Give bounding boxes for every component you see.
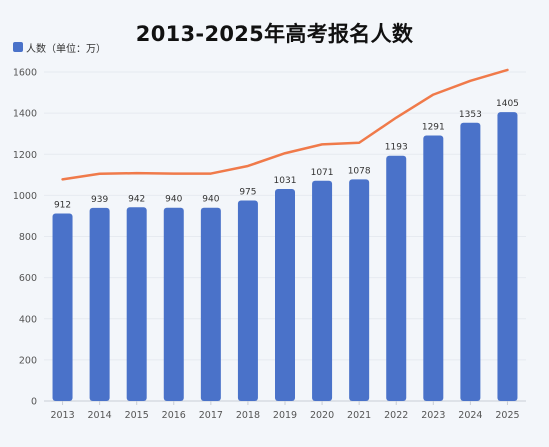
x-tick-label: 2017: [199, 410, 223, 421]
y-tick-label: 1200: [13, 150, 37, 161]
x-tick-label: 2019: [273, 410, 297, 421]
bar: [349, 179, 370, 401]
bar-value-label: 1353: [459, 110, 482, 120]
x-tick-label: 2014: [88, 410, 112, 421]
x-tick-label: 2020: [310, 410, 334, 421]
y-tick-label: 600: [19, 273, 37, 284]
bar: [312, 180, 333, 401]
bar-value-label: 1405: [496, 99, 519, 109]
bar-value-label: 1031: [274, 176, 297, 186]
legend[interactable]: 人数（单位：万）: [13, 40, 106, 55]
bar: [89, 207, 110, 401]
legend-swatch-bar: [13, 42, 23, 52]
bar: [275, 189, 295, 401]
y-tick-label: 200: [19, 355, 37, 366]
bar-value-label: 975: [239, 188, 256, 198]
chart-title: 2013-2025年高考报名人数: [135, 22, 414, 46]
y-tick-label: 800: [19, 232, 37, 243]
y-tick-label: 400: [19, 314, 37, 325]
x-tick-label: 2016: [162, 410, 186, 421]
bar: [460, 122, 481, 402]
x-tick-label: 2024: [458, 410, 482, 421]
bar-value-label: 1291: [422, 123, 445, 133]
x-tick-label: 2015: [125, 410, 149, 421]
bar: [52, 213, 73, 401]
bar-value-label: 912: [54, 200, 71, 210]
bar-value-label: 942: [128, 194, 145, 204]
x-tick-label: 2018: [236, 410, 260, 421]
bar-value-label: 940: [165, 195, 182, 205]
bar: [126, 207, 147, 401]
bar: [423, 135, 444, 401]
y-tick-label: 1000: [13, 191, 37, 202]
x-tick-label: 2013: [50, 410, 74, 421]
bar: [200, 207, 221, 401]
bar-value-label: 1071: [311, 168, 334, 178]
bar-value-label: 940: [202, 195, 219, 205]
y-tick-label: 1400: [13, 109, 37, 120]
bar: [497, 112, 518, 402]
legend-label: 人数（单位：万）: [26, 43, 106, 55]
y-tick-label: 0: [31, 397, 37, 408]
bar: [237, 200, 258, 401]
x-tick-label: 2021: [347, 410, 371, 421]
line-series: [61, 68, 509, 181]
bar-value-label: 1193: [385, 143, 408, 153]
x-tick-label: 2023: [421, 410, 445, 421]
y-tick-label: 1600: [13, 68, 37, 79]
bar: [163, 207, 184, 401]
x-tick-label: 2022: [384, 410, 408, 421]
bar-value-label: 939: [91, 195, 108, 205]
x-tick-label: 2025: [495, 410, 519, 421]
bar-value-label: 1078: [348, 166, 371, 176]
bar: [386, 155, 407, 401]
